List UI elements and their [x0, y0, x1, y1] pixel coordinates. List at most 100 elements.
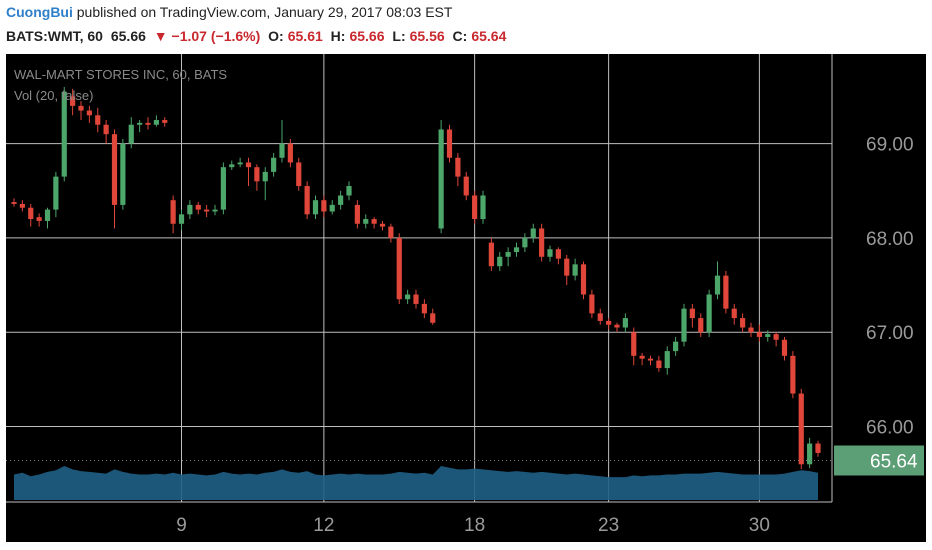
candle-body [28, 207, 34, 220]
candle-body [555, 249, 561, 259]
candle-body [405, 294, 411, 300]
candle-body [254, 167, 260, 182]
candle-body [547, 249, 553, 257]
candle-body [245, 162, 252, 168]
candle-body [480, 195, 486, 220]
ohlc-line: BATS:WMT, 60 65.66 ▼ −1.07 (−1.6%) O: 65.… [6, 28, 510, 44]
candle-body [120, 143, 126, 205]
volume-area [14, 466, 818, 500]
x-tick-label: 9 [176, 515, 187, 536]
candle-body [271, 157, 277, 172]
candle-body [463, 176, 469, 196]
candle-body [220, 167, 226, 210]
candle-body [187, 204, 193, 215]
close-label: C: [452, 28, 468, 44]
candle-body [229, 164, 235, 168]
candle-body [740, 318, 746, 328]
price-chart[interactable]: 66.00 67.00 68.00 69.00 9 12 18 23 30 65.64 WAL-M… [6, 54, 926, 542]
candle-body [631, 332, 637, 356]
symbol-label: BATS:WMT, 60 [6, 28, 103, 44]
candle-body [237, 162, 243, 165]
candle-body [455, 157, 461, 177]
y-tick-label: 69.00 [866, 135, 914, 156]
candle-series [11, 87, 821, 469]
candle-body [731, 308, 737, 319]
candle-body [815, 443, 821, 453]
author-link[interactable]: CuongBui [6, 4, 73, 20]
candle-body [756, 332, 762, 337]
candle-body [748, 327, 754, 333]
candle-body [36, 217, 42, 221]
candle-body [338, 195, 344, 205]
candle-body [363, 219, 369, 224]
candle-body [706, 294, 712, 333]
candle-body [522, 237, 528, 248]
high-label: H: [330, 28, 346, 44]
candle-body [287, 143, 293, 163]
high-value: 65.66 [349, 28, 385, 44]
chart-background [6, 54, 926, 542]
candle-body [488, 242, 494, 267]
candle-body [472, 195, 478, 220]
candle-body [497, 256, 503, 267]
candle-body [530, 228, 536, 238]
candle-body [162, 120, 168, 123]
candle-body [212, 209, 218, 212]
grid-lines [6, 54, 832, 502]
candle-body [61, 91, 67, 177]
candle-body [639, 355, 645, 359]
candle-body [70, 96, 76, 106]
publish-info: published on TradingView.com, January 29… [76, 4, 453, 20]
candle-body [430, 313, 436, 323]
candle-body [781, 339, 788, 356]
candle-body [262, 171, 268, 182]
candle-body [296, 162, 302, 187]
y-tick-label: 68.00 [866, 229, 914, 250]
candle-body [647, 358, 654, 361]
candle-body [807, 443, 813, 465]
candle-body [606, 320, 612, 325]
candle-body [539, 228, 545, 257]
axes: 66.00 67.00 68.00 69.00 9 12 18 23 30 65.64 [6, 54, 924, 536]
candle-body [656, 360, 662, 369]
candle-body [673, 341, 679, 352]
candle-body [279, 143, 285, 158]
candle-body [346, 186, 352, 196]
candle-body [765, 334, 771, 337]
candle-body [304, 186, 310, 215]
y-tick-label: 66.00 [866, 418, 914, 439]
candle-body [329, 204, 335, 212]
candle-body [312, 200, 319, 215]
candle-body [153, 120, 159, 125]
candle-body [379, 223, 386, 227]
open-label: O: [268, 28, 284, 44]
candle-body [413, 294, 419, 304]
candle-body [580, 264, 587, 295]
last-price: 65.66 [110, 28, 146, 44]
candle-body [95, 115, 101, 125]
y-tick-label: 67.00 [866, 323, 914, 344]
x-tick-label: 12 [313, 515, 334, 536]
candle-body [698, 318, 704, 333]
candle-body [137, 122, 143, 125]
candle-body [446, 129, 453, 158]
publish-line: CuongBui published on TradingView.com, J… [6, 4, 452, 20]
candle-body [664, 351, 670, 369]
candle-body [421, 303, 427, 314]
candle-body [371, 219, 377, 224]
candle-body [564, 258, 570, 276]
candle-body [86, 110, 92, 116]
candle-body [681, 308, 687, 342]
x-tick-label: 30 [749, 515, 770, 536]
candle-body [790, 355, 796, 394]
candle-body [195, 204, 201, 210]
candle-body [19, 203, 25, 208]
candle-body [622, 318, 628, 328]
candle-body [53, 176, 59, 210]
candle-body [111, 134, 118, 205]
candle-body [44, 209, 51, 221]
candle-body [513, 247, 520, 253]
candle-body [78, 105, 84, 111]
candle-body [170, 200, 176, 224]
close-value: 65.64 [471, 28, 507, 44]
